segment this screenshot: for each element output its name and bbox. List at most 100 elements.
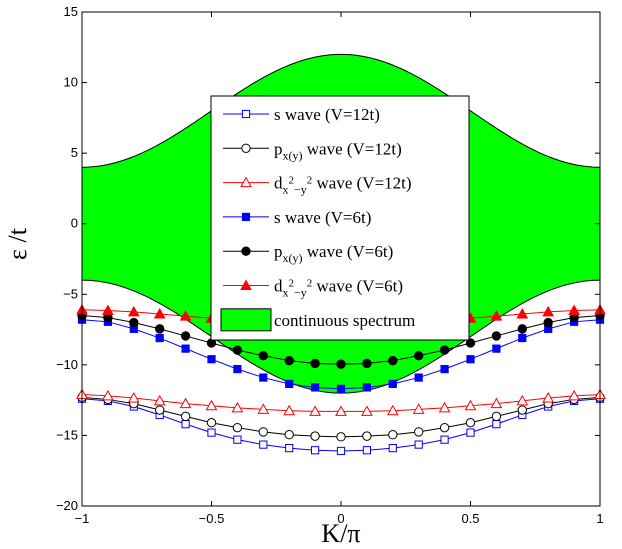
data-point (440, 364, 449, 374)
data-point (517, 324, 527, 334)
data-point (153, 308, 166, 319)
data-point (336, 446, 346, 456)
legend-label: s wave (V=12t) (274, 105, 380, 124)
legend-entry-1: s wave (V=12t) (223, 105, 380, 124)
data-point (568, 304, 580, 316)
data-point (466, 355, 475, 364)
axes: −1 −0.5 0 0.5 1 15 10 5 0 −5 −10 −15 −20 (56, 4, 604, 526)
data-point (388, 379, 397, 389)
data-point (490, 397, 503, 409)
data-point (414, 427, 424, 437)
legend-entry-7: continuous spectrum (220, 308, 415, 332)
data-point (283, 404, 296, 416)
data-point (361, 405, 373, 416)
data-point (127, 391, 140, 403)
data-point (155, 324, 165, 334)
data-point (181, 344, 190, 353)
legend-entry-4: s wave (V=6t) (223, 208, 371, 227)
x-tick-label: −1 (75, 511, 90, 526)
data-point (127, 305, 140, 317)
y-tick-label: −5 (63, 286, 78, 301)
data-point (285, 444, 294, 453)
data-point (542, 305, 555, 317)
data-point (206, 418, 217, 428)
legend-entry-6: dx2−y2 wave (V=6t) (223, 277, 403, 300)
data-point (155, 333, 164, 343)
legend-label: s wave (V=6t) (274, 208, 371, 227)
x-tick-label: 0.5 (461, 511, 479, 526)
data-point (180, 331, 191, 341)
y-tick-label: 5 (71, 145, 78, 160)
data-point (542, 391, 555, 403)
x-tick-label: −0.5 (199, 511, 225, 526)
data-point (388, 430, 398, 440)
x-axis-label: K/π (321, 519, 360, 548)
data-point (414, 350, 424, 361)
data-point (155, 405, 165, 415)
data-point (492, 420, 501, 429)
data-point (518, 333, 527, 343)
data-point (179, 310, 192, 321)
data-point (309, 405, 321, 416)
legend-marker (241, 212, 251, 222)
data-point (257, 403, 270, 414)
data-point (311, 446, 320, 455)
y-tick-label: 0 (71, 216, 78, 231)
data-point (465, 418, 476, 428)
data-point (258, 427, 268, 437)
data-point (179, 397, 192, 409)
data-point (543, 317, 553, 328)
data-point (466, 428, 475, 437)
legend-label: px(y) wave (V=6t) (274, 242, 393, 265)
data-point (207, 428, 216, 437)
legend-marker (241, 246, 251, 256)
data-point (205, 399, 218, 411)
data-point (232, 422, 243, 433)
data-point (181, 420, 190, 429)
data-point (491, 331, 502, 341)
data-point (491, 411, 502, 422)
data-point (207, 355, 216, 364)
data-point (464, 399, 477, 411)
data-point (311, 383, 320, 392)
y-tick-label: −10 (56, 357, 78, 372)
data-point (129, 317, 139, 328)
legend-box (210, 95, 470, 341)
legend-entry-5: px(y) wave (V=6t) (223, 242, 393, 265)
legend-label: continuous spectrum (274, 311, 415, 330)
data-point (336, 432, 346, 442)
series-5 (77, 310, 605, 369)
data-point (517, 405, 527, 415)
data-point (233, 435, 242, 444)
data-point (388, 444, 397, 453)
series-3 (76, 388, 606, 416)
data-point (516, 308, 529, 319)
data-point (180, 411, 191, 422)
x-tick-label: 0 (337, 511, 344, 526)
legend-label: dx2−y2 wave (V=6t) (274, 277, 403, 300)
data-point (388, 355, 398, 366)
data-point (386, 404, 399, 416)
legend-entry-2: px(y) wave (V=12t) (223, 139, 402, 162)
data-point (516, 394, 529, 406)
legend-swatch (220, 308, 272, 332)
series-2 (77, 392, 605, 442)
data-point (335, 405, 347, 416)
data-point (233, 364, 242, 374)
data-point (412, 403, 425, 414)
legend-marker (241, 109, 251, 119)
data-point (362, 446, 371, 455)
data-point (232, 345, 243, 355)
legend-label: dx2−y2 wave (V=12t) (274, 174, 412, 197)
data-point (102, 389, 114, 401)
data-point (568, 389, 580, 401)
data-point (362, 431, 372, 441)
data-point (414, 373, 423, 382)
legend-marker (240, 176, 252, 188)
data-point (439, 422, 450, 433)
data-point (362, 383, 371, 392)
x-tick-label: 1 (596, 511, 603, 526)
data-point (492, 344, 501, 353)
data-point (310, 431, 320, 441)
